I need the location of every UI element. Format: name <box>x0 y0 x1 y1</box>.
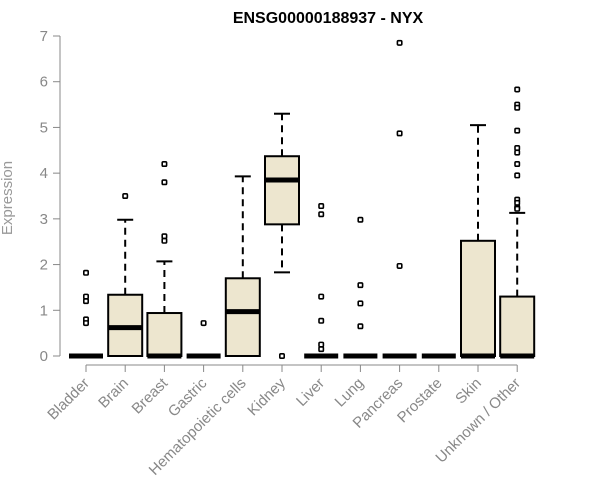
y-axis-label: Expression <box>0 161 16 235</box>
outlier-point <box>514 127 521 134</box>
outlier-point <box>396 130 403 137</box>
outlier-point <box>318 341 325 348</box>
outlier-point <box>200 320 207 327</box>
x-tick-label: Breast <box>129 374 172 417</box>
outlier-point <box>514 86 521 93</box>
box-group <box>304 203 339 359</box>
y-tick-label: 3 <box>40 211 48 228</box>
box-group <box>107 193 144 357</box>
y-tick-label: 2 <box>40 257 48 274</box>
box-group <box>146 161 183 359</box>
box-group <box>264 112 300 359</box>
outlier-point <box>396 262 403 269</box>
outlier-point <box>161 161 168 168</box>
x-tick-label: Skin <box>452 375 485 408</box>
outlier-point <box>396 39 403 46</box>
y-tick-label: 1 <box>40 302 48 319</box>
x-tick-label: Bladder <box>44 375 93 424</box>
outlier-point <box>514 145 521 152</box>
box-group <box>382 39 417 359</box>
box-group <box>186 320 221 359</box>
outlier-point <box>514 149 521 156</box>
y-tick-label: 4 <box>40 165 48 182</box>
y-axis: 0 1 2 3 4 5 6 7 <box>40 28 61 365</box>
outlier-point <box>318 346 325 353</box>
outlier-point <box>83 269 90 276</box>
outlier-point <box>514 205 521 212</box>
y-tick-label: 7 <box>40 28 48 45</box>
outlier-point <box>161 237 168 244</box>
box-group <box>343 216 378 359</box>
outlier-point <box>83 298 90 305</box>
box-iqr <box>499 295 536 358</box>
outlier-point <box>357 300 364 307</box>
box-group <box>460 124 496 359</box>
x-tick-label: Kidney <box>244 374 289 419</box>
outlier-point <box>357 323 364 330</box>
outlier-point <box>161 179 168 186</box>
y-tick-label: 5 <box>40 119 48 136</box>
outlier-point <box>318 317 325 324</box>
x-tick-label: Lung <box>332 375 368 411</box>
box-group <box>224 175 261 357</box>
outlier-point <box>278 352 285 359</box>
x-tick-label: Brain <box>95 375 132 412</box>
outlier-point <box>357 282 364 289</box>
y-tick-label: 6 <box>40 74 48 91</box>
box-iqr <box>224 277 261 357</box>
outlier-point <box>514 199 521 206</box>
box-iqr <box>264 155 300 226</box>
outlier-point <box>514 104 521 111</box>
outlier-point <box>514 172 521 179</box>
plot-area <box>69 39 536 359</box>
outlier-point <box>514 161 521 168</box>
y-tick-label: 0 <box>40 348 48 365</box>
outlier-point <box>83 293 90 300</box>
chart-title: ENSG00000188937 - NYX <box>233 10 424 27</box>
box-iqr <box>460 239 496 357</box>
outlier-point <box>318 293 325 300</box>
box-iqr <box>146 312 183 357</box>
outlier-point <box>357 216 364 223</box>
outlier-point <box>122 193 129 200</box>
outlier-point <box>318 203 325 210</box>
x-tick-label: Liver <box>293 375 328 410</box>
box-group <box>499 86 536 359</box>
box-group <box>69 269 103 359</box>
outlier-point <box>83 320 90 327</box>
outlier-point <box>318 211 325 218</box>
outlier-point <box>161 233 168 240</box>
